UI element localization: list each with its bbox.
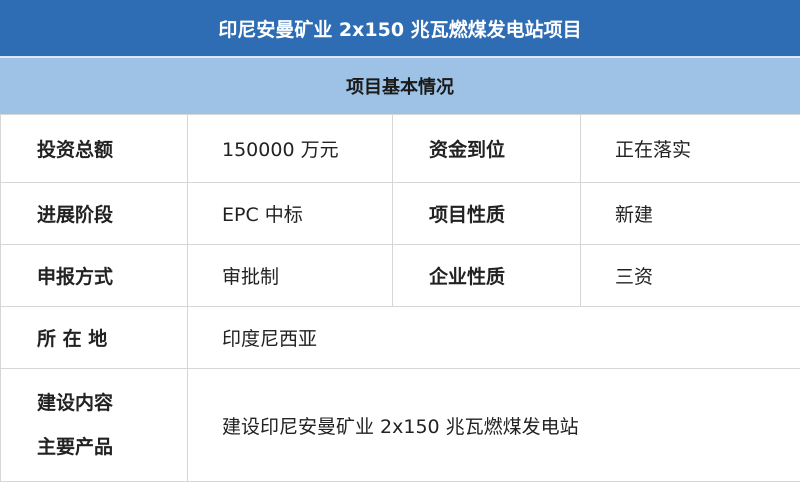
label-content: 建设内容主要产品 bbox=[1, 369, 188, 482]
value-nature: 新建 bbox=[581, 183, 800, 245]
label-enterprise: 企业性质 bbox=[393, 245, 581, 307]
table-row: 所 在 地 印度尼西亚 bbox=[1, 307, 800, 369]
table-row: 进展阶段 EPC 中标 项目性质 新建 bbox=[1, 183, 800, 245]
value-investment: 150000 万元 bbox=[188, 115, 393, 183]
table-row: 投资总额 150000 万元 资金到位 正在落实 bbox=[1, 115, 800, 183]
table-row: 建设内容主要产品 建设印尼安曼矿业 2x150 兆瓦燃煤发电站 bbox=[1, 369, 800, 482]
value-method: 审批制 bbox=[188, 245, 393, 307]
value-enterprise: 三资 bbox=[581, 245, 800, 307]
value-content: 建设印尼安曼矿业 2x150 兆瓦燃煤发电站 bbox=[188, 369, 800, 482]
page-title: 印尼安曼矿业 2x150 兆瓦燃煤发电站项目 bbox=[0, 0, 800, 58]
table-row: 申报方式 审批制 企业性质 三资 bbox=[1, 245, 800, 307]
label-nature: 项目性质 bbox=[393, 183, 581, 245]
value-stage: EPC 中标 bbox=[188, 183, 393, 245]
value-location: 印度尼西亚 bbox=[188, 307, 800, 369]
label-content-1: 建设内容 bbox=[37, 381, 187, 425]
value-funding: 正在落实 bbox=[581, 115, 800, 183]
label-stage: 进展阶段 bbox=[1, 183, 188, 245]
project-info-table: 投资总额 150000 万元 资金到位 正在落实 进展阶段 EPC 中标 项目性… bbox=[0, 114, 800, 482]
label-investment: 投资总额 bbox=[1, 115, 188, 183]
section-header: 项目基本情况 bbox=[0, 58, 800, 114]
label-method: 申报方式 bbox=[1, 245, 188, 307]
label-location: 所 在 地 bbox=[1, 307, 188, 369]
label-funding: 资金到位 bbox=[393, 115, 581, 183]
label-content-2: 主要产品 bbox=[37, 425, 187, 469]
